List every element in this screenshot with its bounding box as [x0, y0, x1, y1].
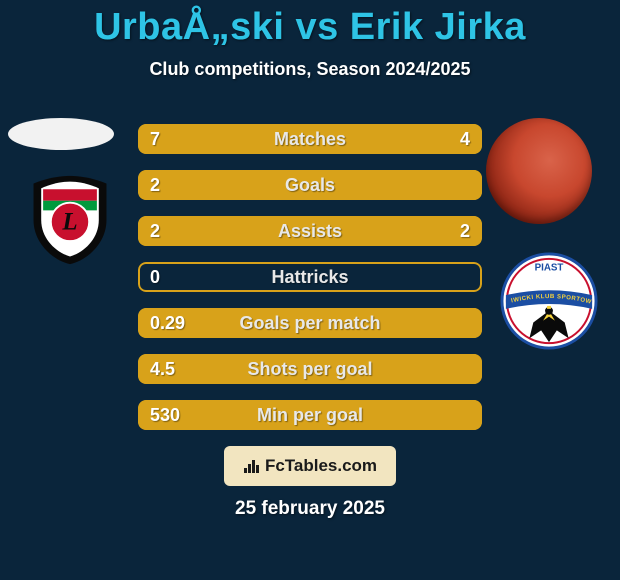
stat-row: Goals2	[138, 170, 482, 200]
watermark-text: FcTables.com	[243, 456, 377, 476]
page-title: UrbaÅ„ski vs Erik Jirka	[0, 6, 620, 49]
stat-row: Shots per goal4.5	[138, 354, 482, 384]
stat-label: Min per goal	[138, 400, 482, 430]
stat-value-left: 2	[150, 170, 160, 200]
bars-icon	[243, 458, 263, 474]
stat-row: Hattricks0	[138, 262, 482, 292]
stat-label: Shots per goal	[138, 354, 482, 384]
stat-value-left: 0.29	[150, 308, 185, 338]
stat-row: Goals per match0.29	[138, 308, 482, 338]
date-text: 25 february 2025	[0, 498, 620, 520]
player1-avatar-placeholder	[8, 118, 114, 150]
watermark-badge: FcTables.com	[224, 446, 396, 486]
page-subtitle: Club competitions, Season 2024/2025	[0, 59, 620, 80]
shield-top-stripe	[43, 189, 97, 201]
stats-bars: Matches74Goals2Assists22Hattricks0Goals …	[138, 124, 482, 446]
stat-value-right: 4	[460, 124, 470, 154]
shield-letter: L	[61, 209, 77, 236]
stat-value-left: 7	[150, 124, 160, 154]
comparison-infographic: UrbaÅ„ski vs Erik Jirka Club competition…	[0, 0, 620, 580]
stat-label: Matches	[138, 124, 482, 154]
club2-top-text: PIAST	[535, 263, 564, 274]
stat-row: Matches7 4	[138, 124, 482, 154]
player2-avatar	[486, 118, 592, 224]
club2-badge: PIAST GLIWICKI KLUB SPORTOWY	[500, 252, 598, 350]
stat-label: Goals	[138, 170, 482, 200]
stat-label: Hattricks	[138, 262, 482, 292]
stat-label: Goals per match	[138, 308, 482, 338]
stat-value-left: 0	[150, 262, 160, 292]
stat-value-right: 2	[460, 216, 470, 246]
stat-label: Assists	[138, 216, 482, 246]
stat-value-left: 2	[150, 216, 160, 246]
stat-row: Assists2 2	[138, 216, 482, 246]
stat-value-left: 530	[150, 400, 180, 430]
club1-badge: L	[22, 172, 118, 268]
stat-value-left: 4.5	[150, 354, 175, 384]
stat-row: Min per goal530	[138, 400, 482, 430]
